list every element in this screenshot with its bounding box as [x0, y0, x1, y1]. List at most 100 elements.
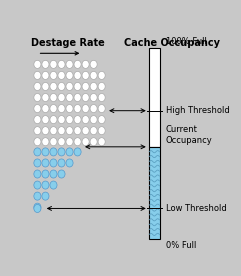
Circle shape — [82, 94, 89, 102]
Circle shape — [34, 83, 41, 91]
Circle shape — [50, 159, 57, 167]
Circle shape — [82, 127, 89, 135]
Circle shape — [58, 148, 65, 156]
Circle shape — [90, 71, 97, 79]
Circle shape — [82, 71, 89, 79]
Circle shape — [58, 105, 65, 113]
Circle shape — [50, 60, 57, 68]
Circle shape — [58, 170, 65, 178]
Circle shape — [34, 148, 41, 156]
Circle shape — [66, 148, 73, 156]
Circle shape — [66, 138, 73, 146]
Circle shape — [50, 138, 57, 146]
Circle shape — [90, 105, 97, 113]
Circle shape — [74, 148, 81, 156]
Circle shape — [34, 181, 41, 189]
Circle shape — [90, 83, 97, 91]
Circle shape — [82, 60, 89, 68]
Circle shape — [58, 71, 65, 79]
Circle shape — [82, 138, 89, 146]
Circle shape — [34, 105, 41, 113]
Circle shape — [42, 127, 49, 135]
Circle shape — [58, 127, 65, 135]
Circle shape — [66, 127, 73, 135]
Text: Low Threshold: Low Threshold — [166, 204, 226, 213]
Circle shape — [74, 138, 81, 146]
Circle shape — [90, 138, 97, 146]
Circle shape — [98, 105, 105, 113]
Circle shape — [66, 60, 73, 68]
Circle shape — [42, 170, 49, 178]
Circle shape — [34, 138, 41, 146]
Bar — [149, 48, 160, 147]
Circle shape — [42, 159, 49, 167]
Circle shape — [42, 71, 49, 79]
Circle shape — [98, 83, 105, 91]
Circle shape — [58, 60, 65, 68]
Circle shape — [82, 83, 89, 91]
Circle shape — [58, 138, 65, 146]
Circle shape — [74, 127, 81, 135]
Circle shape — [50, 105, 57, 113]
Circle shape — [42, 148, 49, 156]
Circle shape — [34, 203, 41, 211]
Circle shape — [66, 105, 73, 113]
Circle shape — [50, 148, 57, 156]
Circle shape — [66, 71, 73, 79]
Circle shape — [42, 105, 49, 113]
Circle shape — [90, 94, 97, 102]
Circle shape — [98, 116, 105, 124]
Text: Destage Rate: Destage Rate — [31, 38, 104, 48]
Circle shape — [42, 181, 49, 189]
Circle shape — [98, 94, 105, 102]
Circle shape — [50, 170, 57, 178]
Circle shape — [50, 71, 57, 79]
Circle shape — [98, 127, 105, 135]
Circle shape — [50, 181, 57, 189]
Circle shape — [74, 94, 81, 102]
Text: Cache Occupancy: Cache Occupancy — [124, 38, 220, 48]
Circle shape — [50, 116, 57, 124]
Circle shape — [34, 127, 41, 135]
Circle shape — [82, 105, 89, 113]
Circle shape — [50, 127, 57, 135]
Circle shape — [66, 94, 73, 102]
Circle shape — [42, 94, 49, 102]
Text: 0% Full: 0% Full — [166, 242, 196, 250]
Circle shape — [58, 159, 65, 167]
Circle shape — [90, 60, 97, 68]
Text: 100% Full: 100% Full — [166, 37, 206, 46]
Circle shape — [74, 83, 81, 91]
Circle shape — [34, 60, 41, 68]
Circle shape — [50, 94, 57, 102]
Circle shape — [74, 60, 81, 68]
Circle shape — [34, 71, 41, 79]
Circle shape — [34, 159, 41, 167]
Circle shape — [82, 116, 89, 124]
Circle shape — [74, 116, 81, 124]
Circle shape — [42, 138, 49, 146]
Circle shape — [90, 127, 97, 135]
Circle shape — [74, 71, 81, 79]
Circle shape — [58, 83, 65, 91]
Circle shape — [66, 159, 73, 167]
Circle shape — [42, 192, 49, 200]
Circle shape — [58, 94, 65, 102]
Circle shape — [66, 116, 73, 124]
Circle shape — [42, 116, 49, 124]
Circle shape — [98, 138, 105, 146]
Text: Current
Occupancy: Current Occupancy — [166, 125, 212, 145]
Circle shape — [58, 116, 65, 124]
Circle shape — [50, 83, 57, 91]
Circle shape — [66, 83, 73, 91]
Circle shape — [34, 116, 41, 124]
Circle shape — [34, 192, 41, 200]
Circle shape — [42, 83, 49, 91]
Circle shape — [90, 116, 97, 124]
Circle shape — [98, 71, 105, 79]
Bar — [149, 147, 160, 239]
Circle shape — [42, 60, 49, 68]
Circle shape — [34, 205, 41, 213]
Text: High Threshold: High Threshold — [166, 106, 229, 115]
Circle shape — [74, 105, 81, 113]
